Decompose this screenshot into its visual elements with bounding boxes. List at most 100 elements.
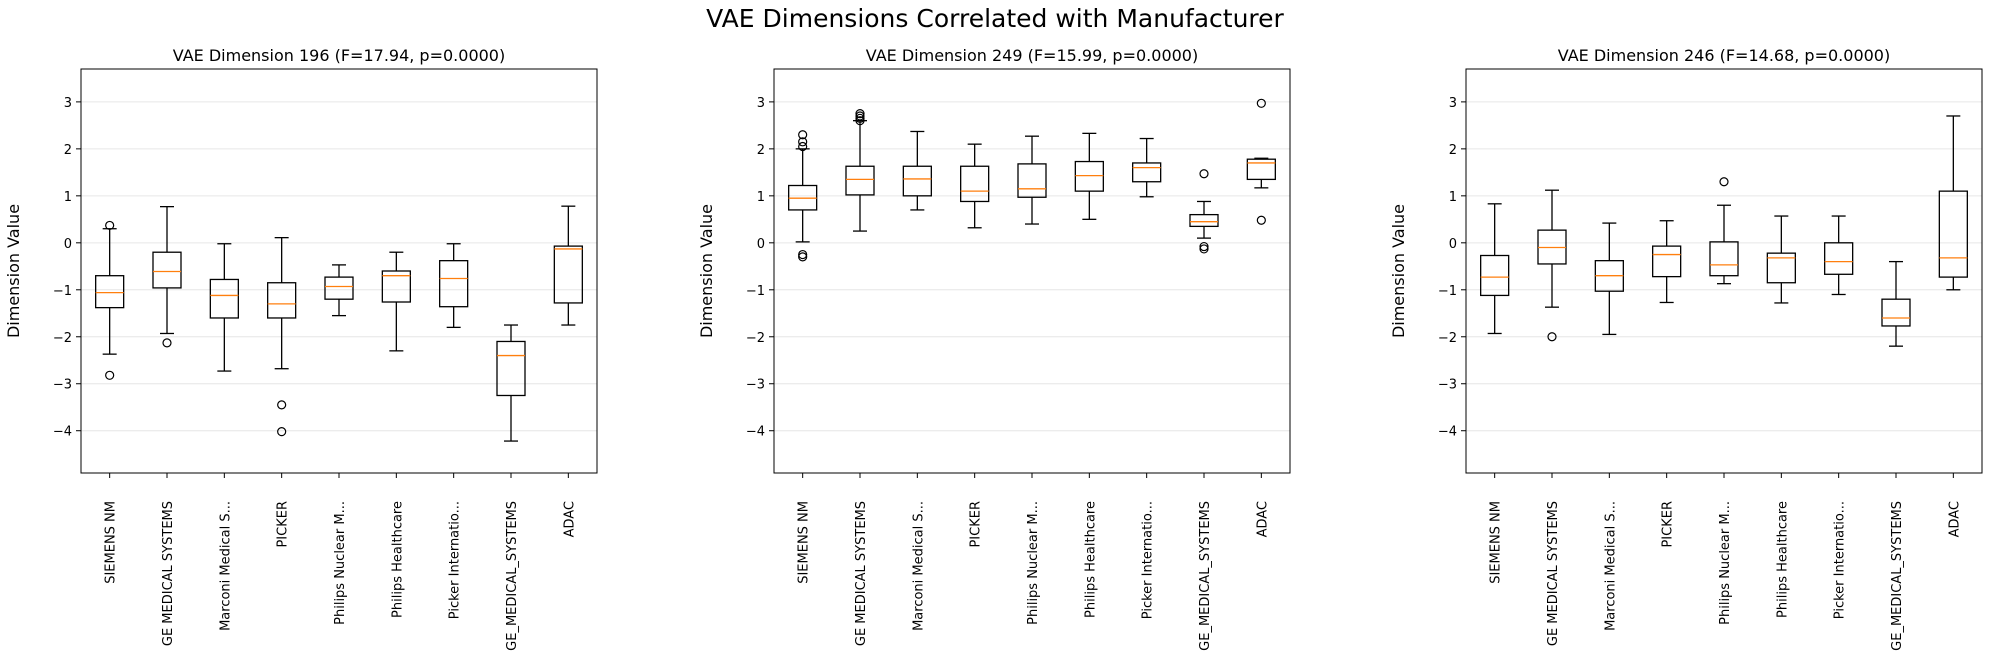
chart-title: VAE Dimension 246 (F=14.68, p=0.0000) [1558,46,1890,65]
flier-point [855,113,865,123]
x-tick-label: PICKER [276,501,291,548]
flier-point [1199,169,1209,179]
flier-point [1199,241,1209,252]
box-9 [553,205,583,326]
box-5 [1709,177,1739,285]
box-2 [845,109,875,232]
x-tick-label: Philips Nuclear M... [1026,501,1041,625]
box-1 [95,220,125,380]
box-9 [1938,115,1968,291]
flier-point [277,400,287,410]
chart-title: VAE Dimension 249 (F=15.99, p=0.0000) [866,46,1198,65]
box-iqr [267,282,297,319]
x-tick-label: Marconi Medical S... [911,501,926,631]
y-tick-label: 0 [64,237,72,252]
box-iqr [1709,241,1739,277]
box-iqr [1074,160,1104,192]
flier-point [277,427,287,437]
y-tick-label: 0 [757,237,765,252]
box-iqr [1824,242,1854,275]
box-iqr [960,165,990,203]
flier-point [1719,177,1729,187]
flier-point [855,109,865,119]
box-iqr [324,276,354,300]
x-tick-label: PICKER [969,501,984,548]
box-5 [1017,135,1047,225]
x-tick-label: Picker Internatio... [448,501,463,619]
y-tick-label: −1 [1438,284,1457,299]
plot-frame [773,68,1291,474]
x-tick-label: GE_MEDICAL_SYSTEMS [505,501,520,651]
y-tick-label: −1 [53,284,72,299]
y-tick-label: 2 [64,143,72,158]
x-tick-label: GE MEDICAL SYSTEMS [161,501,176,646]
y-tick-label: 2 [1449,143,1457,158]
flier-point [798,137,808,147]
box-iqr [1189,213,1219,228]
y-tick-label: −3 [53,378,72,393]
x-tick-label: GE_MEDICAL_SYSTEMS [1198,501,1213,651]
plot-frame [80,68,598,474]
box-iqr [152,251,182,289]
flier-point [798,252,808,262]
box-5 [324,264,354,317]
y-tick-label: −1 [746,284,765,299]
y-tick-label: 3 [1449,96,1457,111]
box-8 [1881,260,1911,347]
box-6 [1074,132,1104,220]
box-iqr [95,275,125,309]
y-tick-label: −4 [746,425,765,440]
flier-point [855,111,865,121]
box-4 [1652,220,1682,304]
y-tick-label: 1 [1449,190,1457,205]
flier-point [105,370,115,380]
box-iqr [1938,190,1968,278]
box-4 [960,143,990,229]
box-7 [439,243,469,329]
chart-panel-3: VAE Dimension 246 (F=14.68, p=0.0000) Dim… [1389,46,1983,651]
flier-point [105,220,115,231]
y-tick-label: −2 [746,331,765,346]
y-tick-label: −2 [53,331,72,346]
x-tick-label: ADAC [1947,501,1962,537]
x-tick-label: GE_MEDICAL_SYSTEMS [1890,501,1905,651]
box-iqr [1246,158,1276,181]
box-iqr [1881,298,1911,327]
box-9 [1246,98,1276,225]
y-tick-label: 1 [757,190,765,205]
box-2 [1537,189,1567,342]
box-6 [1766,215,1796,304]
y-tick-label: −3 [746,378,765,393]
box-2 [152,205,182,348]
x-tick-label: Marconi Medical S... [218,501,233,631]
y-tick-label: −3 [1438,378,1457,393]
x-tick-label: Picker Internatio... [1141,501,1156,619]
y-tick-label: 3 [757,96,765,111]
box-8 [496,324,526,442]
box-iqr [1480,254,1510,297]
figure-title: VAE Dimensions Correlated with Manufactu… [706,4,1284,33]
x-tick-label: ADAC [562,501,577,537]
box-1 [788,130,818,262]
y-axis-label: Dimension Value [4,204,23,338]
y-tick-label: 0 [1449,237,1457,252]
box-3 [209,243,239,372]
box-3 [1594,222,1624,336]
box-iqr [381,270,411,303]
box-iqr [845,165,875,196]
box-iqr [1766,252,1796,284]
x-tick-label: Philips Healthcare [1775,501,1790,618]
y-tick-label: 3 [64,96,72,111]
box-iqr [902,165,932,197]
flier-point [855,116,865,126]
y-tick-label: −4 [53,425,72,440]
flier-point [798,249,808,260]
x-tick-label: Philips Healthcare [1083,501,1098,618]
box-7 [1824,215,1854,296]
x-tick-label: ADAC [1255,501,1270,537]
x-tick-label: PICKER [1661,501,1676,548]
box-1 [1480,203,1510,335]
x-tick-label: GE MEDICAL SYSTEMS [854,501,869,646]
chart-panel-2: VAE Dimension 249 (F=15.99, p=0.0000) Dim… [697,46,1291,651]
